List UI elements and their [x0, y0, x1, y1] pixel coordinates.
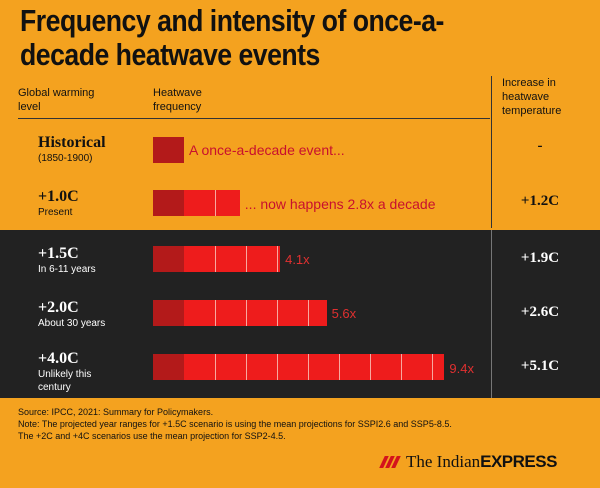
bar-segment-extra: [184, 354, 445, 380]
row-level-sublabel: In 6-11 years: [38, 264, 96, 275]
bar-segment-divider: [246, 300, 247, 326]
increase-value: +5.1C: [520, 358, 560, 374]
increase-value: +1.2C: [520, 193, 560, 209]
bar-segment-divider: [215, 300, 216, 326]
increase-value: -: [537, 138, 543, 154]
bar-segment-divider: [401, 354, 402, 380]
header-divider: [18, 118, 490, 119]
bar-segment-divider: [246, 246, 247, 272]
bar-segment-base: [153, 246, 184, 272]
increase-value: +2.6C: [520, 304, 560, 320]
row-level-sublabel: Unlikely this: [38, 369, 92, 380]
bar-segment-base: [153, 354, 184, 380]
row-level-label: +1.0C: [38, 188, 79, 205]
column-divider-dark: [491, 230, 492, 398]
bar-segment-extra: [184, 190, 240, 216]
bar-historical: [153, 137, 184, 163]
bar-segment-divider: [308, 354, 309, 380]
source-note: Source: IPCC, 2021: Summary for Policyma…: [18, 407, 452, 441]
row-level-label: +1.5C: [38, 245, 79, 262]
bar-segment-divider: [370, 354, 371, 380]
bar-value-label: A once-a-decade event...: [189, 142, 345, 158]
row-level-sublabel: Present: [38, 207, 73, 218]
bar-segment-base: [153, 137, 184, 163]
bar-segment-divider: [277, 354, 278, 380]
indian-express-logo: The IndianEXPRESS: [379, 452, 557, 472]
bar-segment-divider: [215, 246, 216, 272]
brand-suffix: EXPRESS: [480, 452, 557, 471]
header-temperature-increase: Increase in heatwave temperature: [502, 77, 562, 117]
bar-segment-divider: [432, 354, 433, 380]
bar-segment-divider: [277, 300, 278, 326]
row-level-label: Historical: [38, 134, 106, 151]
bar-segment-base: [153, 300, 184, 326]
bar-segment-base: [153, 190, 184, 216]
bar-value-label: ... now happens 2.8x a decade: [244, 196, 436, 212]
column-divider: [491, 76, 492, 228]
bar-value-label: 5.6x: [331, 306, 357, 321]
bar-1-0c: [153, 190, 240, 216]
bar-segment-extra: [184, 246, 281, 272]
bar-value-label: 4.1x: [285, 252, 310, 267]
bar-4-0c: [153, 354, 445, 380]
increase-value: +1.9C: [520, 250, 560, 266]
bar-1-5c: [153, 246, 281, 272]
row-level-sublabel: century: [38, 382, 71, 393]
bar-segment-divider: [215, 354, 216, 380]
row-level-sublabel: About 30 years: [38, 318, 106, 329]
bar-segment-divider: [246, 354, 247, 380]
bar-segment-divider: [308, 300, 309, 326]
logo-stripes-icon: [379, 453, 402, 471]
bar-value-label: 9.4x: [449, 361, 474, 376]
row-level-sublabel: (1850-1900): [38, 153, 93, 164]
bar-segment-extra: [184, 300, 327, 326]
bar-2-0c: [153, 300, 327, 326]
brand-prefix: The Indian: [406, 452, 481, 471]
row-level-label: +4.0C: [38, 350, 79, 367]
bar-segment-divider: [277, 246, 278, 272]
header-warming-level: Global warming level: [18, 87, 95, 113]
bar-segment-divider: [215, 190, 216, 216]
header-heatwave-frequency: Heatwave frequency: [153, 87, 202, 113]
page-title: Frequency and intensity of once-a-decade…: [20, 3, 444, 72]
row-level-label: +2.0C: [38, 299, 79, 316]
bar-segment-divider: [339, 354, 340, 380]
